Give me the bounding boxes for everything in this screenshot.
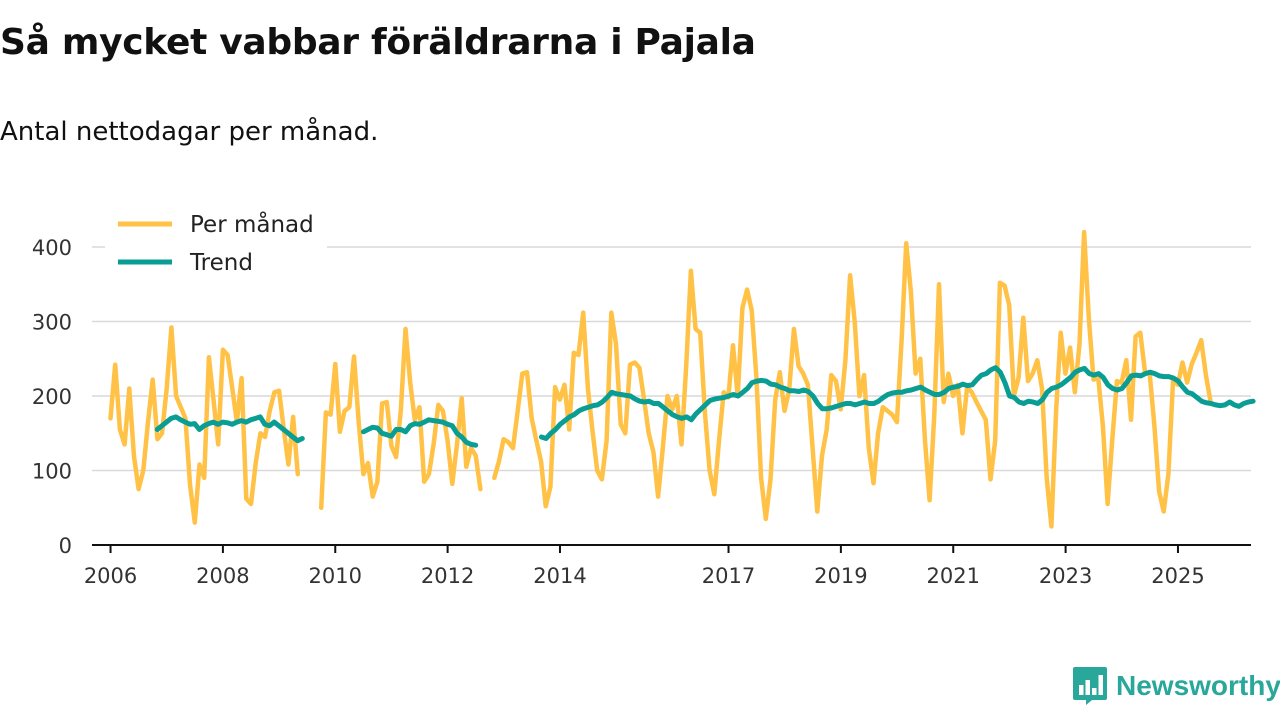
legend-background: [105, 200, 327, 286]
series-lines: [108, 229, 1256, 529]
x-tick-label: 2023: [1039, 564, 1092, 588]
newsworthy-logo-icon: [1073, 667, 1107, 705]
x-tick-label: 2014: [533, 564, 586, 588]
legend-label: Per månad: [190, 210, 314, 238]
x-tick-label: 2019: [814, 564, 867, 588]
x-tick-label: 2008: [196, 564, 249, 588]
y-tick-label: 300: [32, 311, 72, 335]
trend-series-line: [538, 365, 1256, 441]
monthly-series-line: [108, 325, 301, 525]
x-axis: 2006 2008 2010 2012 2014 2017 2019 2021 2023 2025: [84, 544, 1251, 588]
legend-label: Trend: [189, 250, 253, 276]
y-tick-label: 0: [59, 534, 72, 558]
page-subtitle: Antal nettodagar per månad.: [0, 117, 379, 147]
legend: Per månad Trend: [105, 200, 327, 286]
x-tick-label: 2010: [309, 564, 362, 588]
monthly-series-line: [492, 229, 1213, 529]
y-tick-label: 100: [32, 460, 72, 484]
y-tick-label: 400: [32, 236, 72, 260]
page-title: Så mycket vabbar föräldrarna i Pajala: [0, 22, 756, 63]
y-tick-label: 200: [32, 385, 72, 409]
x-tick-label: 2021: [927, 564, 980, 588]
x-tick-label: 2017: [702, 564, 755, 588]
trend-series-line: [360, 417, 479, 448]
brand-name: Newsworthy: [1116, 670, 1280, 701]
monthly-series-line: [318, 326, 483, 511]
trend-series-line: [154, 414, 305, 444]
x-tick-label: 2025: [1151, 564, 1204, 588]
brand-logo: Newsworthy: [1072, 666, 1280, 706]
x-tick-label: 2006: [84, 564, 137, 588]
x-tick-label: 2012: [421, 564, 474, 588]
